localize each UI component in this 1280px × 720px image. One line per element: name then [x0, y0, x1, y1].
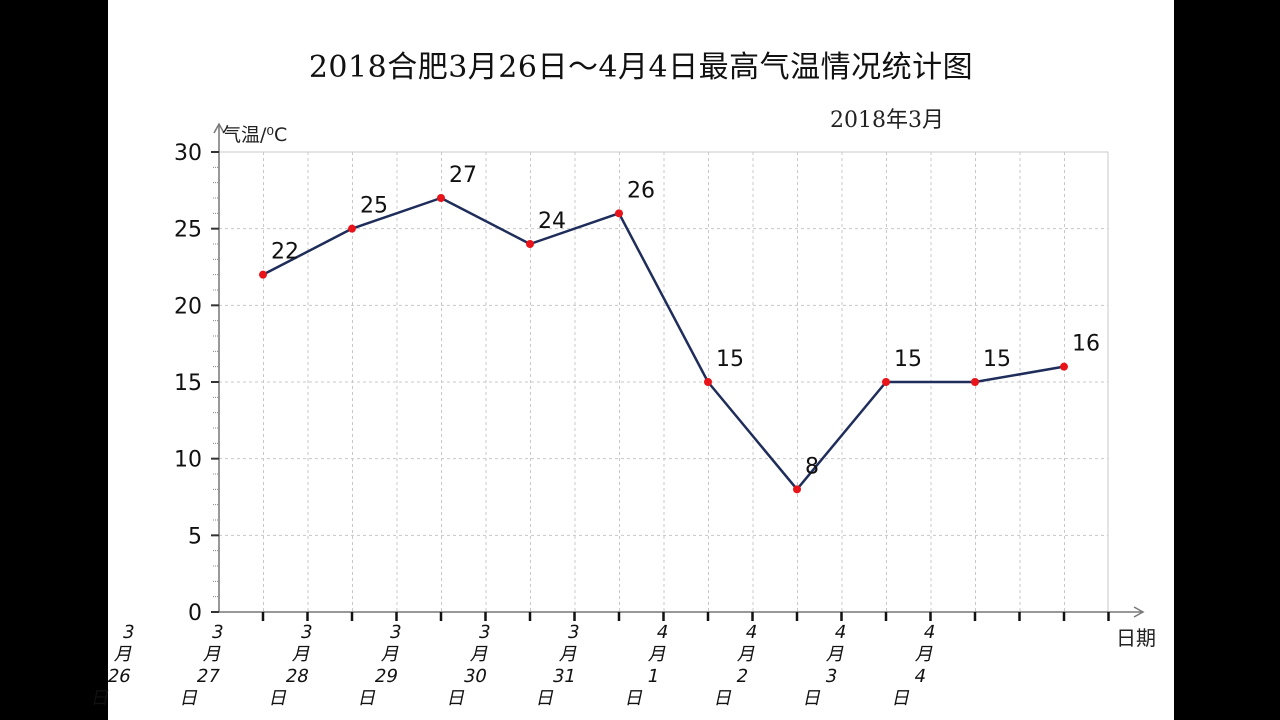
- x-tick-label-part: 4: [922, 622, 938, 643]
- data-label: 25: [360, 194, 388, 219]
- x-tick-label-part: 月: [825, 644, 847, 665]
- data-label: 15: [894, 347, 922, 372]
- x-tick-label: 3月26日: [89, 622, 137, 709]
- x-tick-label-part: 29: [373, 666, 400, 687]
- x-tick-label-part: 日: [267, 688, 289, 709]
- x-tick-label-part: 日: [712, 688, 734, 709]
- x-tick-label-part: 日: [445, 688, 467, 709]
- data-label: 8: [805, 454, 819, 479]
- x-tick-label-part: 月: [380, 644, 402, 665]
- y-tick-label: 25: [174, 218, 202, 243]
- data-point: [704, 378, 712, 386]
- data-point: [526, 240, 534, 248]
- data-label: 22: [271, 240, 299, 265]
- chart-subtitle: 2018年3月: [830, 108, 944, 133]
- slide: 2018合肥3月26日～4月4日最高气温情况统计图 2018年3月: [108, 0, 1174, 720]
- x-tick-label-part: 日: [89, 688, 111, 709]
- x-tick-label-part: 3: [823, 666, 839, 687]
- x-tick-label-part: 3: [299, 622, 315, 643]
- x-tick-label-part: 28: [284, 666, 311, 687]
- data-label: 15: [716, 347, 744, 372]
- x-tick-label-part: 2: [734, 666, 750, 687]
- y-tick-label: 5: [188, 524, 202, 549]
- y-tick-label: 10: [174, 448, 202, 473]
- data-point: [793, 485, 801, 494]
- data-label: 27: [449, 163, 477, 188]
- x-tick-label-part: 3: [477, 622, 493, 643]
- data-point: [882, 378, 890, 386]
- data-point: [259, 270, 267, 279]
- x-tick-label-part: 4: [744, 622, 760, 643]
- x-tick-label-part: 月: [914, 644, 936, 665]
- data-point: [615, 209, 623, 218]
- x-tick-label: 4月4日: [890, 622, 938, 709]
- y-tick-label: 30: [174, 141, 202, 166]
- x-tick-label-part: 1: [645, 666, 661, 687]
- x-tick-label-part: 日: [890, 688, 912, 709]
- x-axis-arrow: [1133, 606, 1145, 618]
- x-tick-label-part: 27: [195, 666, 222, 687]
- x-tick-label-part: 日: [178, 688, 200, 709]
- data-label: 15: [983, 347, 1011, 372]
- x-tick-label-part: 4: [912, 666, 928, 687]
- axes: 051015202530气温/⁰C3月26日3月27日3月28日3月29日3月3…: [89, 122, 1156, 709]
- x-tick-label-part: 月: [469, 644, 491, 665]
- x-tick-label-part: 日: [623, 688, 645, 709]
- x-tick-label-part: 日: [356, 688, 378, 709]
- x-tick-label-part: 4: [655, 622, 671, 643]
- data-label: 24: [538, 209, 566, 234]
- data-label: 26: [627, 178, 655, 203]
- x-tick-label-part: 月: [113, 644, 135, 665]
- data-point: [348, 224, 356, 233]
- x-tick-label-part: 26: [106, 666, 133, 687]
- x-tick-label-part: 3: [566, 622, 582, 643]
- x-tick-label-part: 3: [210, 622, 226, 643]
- y-axis-label: 气温/⁰C: [222, 124, 287, 146]
- y-tick-label: 20: [174, 294, 202, 319]
- y-tick-label: 0: [188, 601, 202, 626]
- data-point: [971, 378, 979, 386]
- labels: 22 25 27 24 26 15 8 15 15 16: [271, 163, 1100, 479]
- x-tick-label-part: 30: [462, 666, 489, 687]
- x-tick-label-part: 3: [388, 622, 404, 643]
- x-tick-label-part: 月: [202, 644, 224, 665]
- series-line: [262, 196, 1065, 491]
- data-label: 16: [1072, 332, 1100, 357]
- chart-title: 2018合肥3月26日～4月4日最高气温情况统计图: [308, 50, 974, 85]
- x-tick-label-part: 日: [801, 688, 823, 709]
- x-axis-label: 日期: [1116, 626, 1156, 650]
- x-tick-label-part: 4: [833, 622, 849, 643]
- data-point: [437, 194, 445, 202]
- x-tick-label-part: 月: [647, 644, 669, 665]
- x-tick-label-part: 31: [551, 666, 578, 687]
- y-axis-arrow: [213, 122, 225, 134]
- x-tick-label-part: 3: [121, 622, 137, 643]
- data-point: [1060, 362, 1068, 371]
- x-tick-label-part: 月: [558, 644, 580, 665]
- y-tick-label: 15: [174, 371, 202, 396]
- x-tick-label-part: 月: [291, 644, 313, 665]
- x-tick-label-part: 日: [534, 688, 556, 709]
- series: [259, 194, 1068, 494]
- x-tick-label-part: 月: [736, 644, 758, 665]
